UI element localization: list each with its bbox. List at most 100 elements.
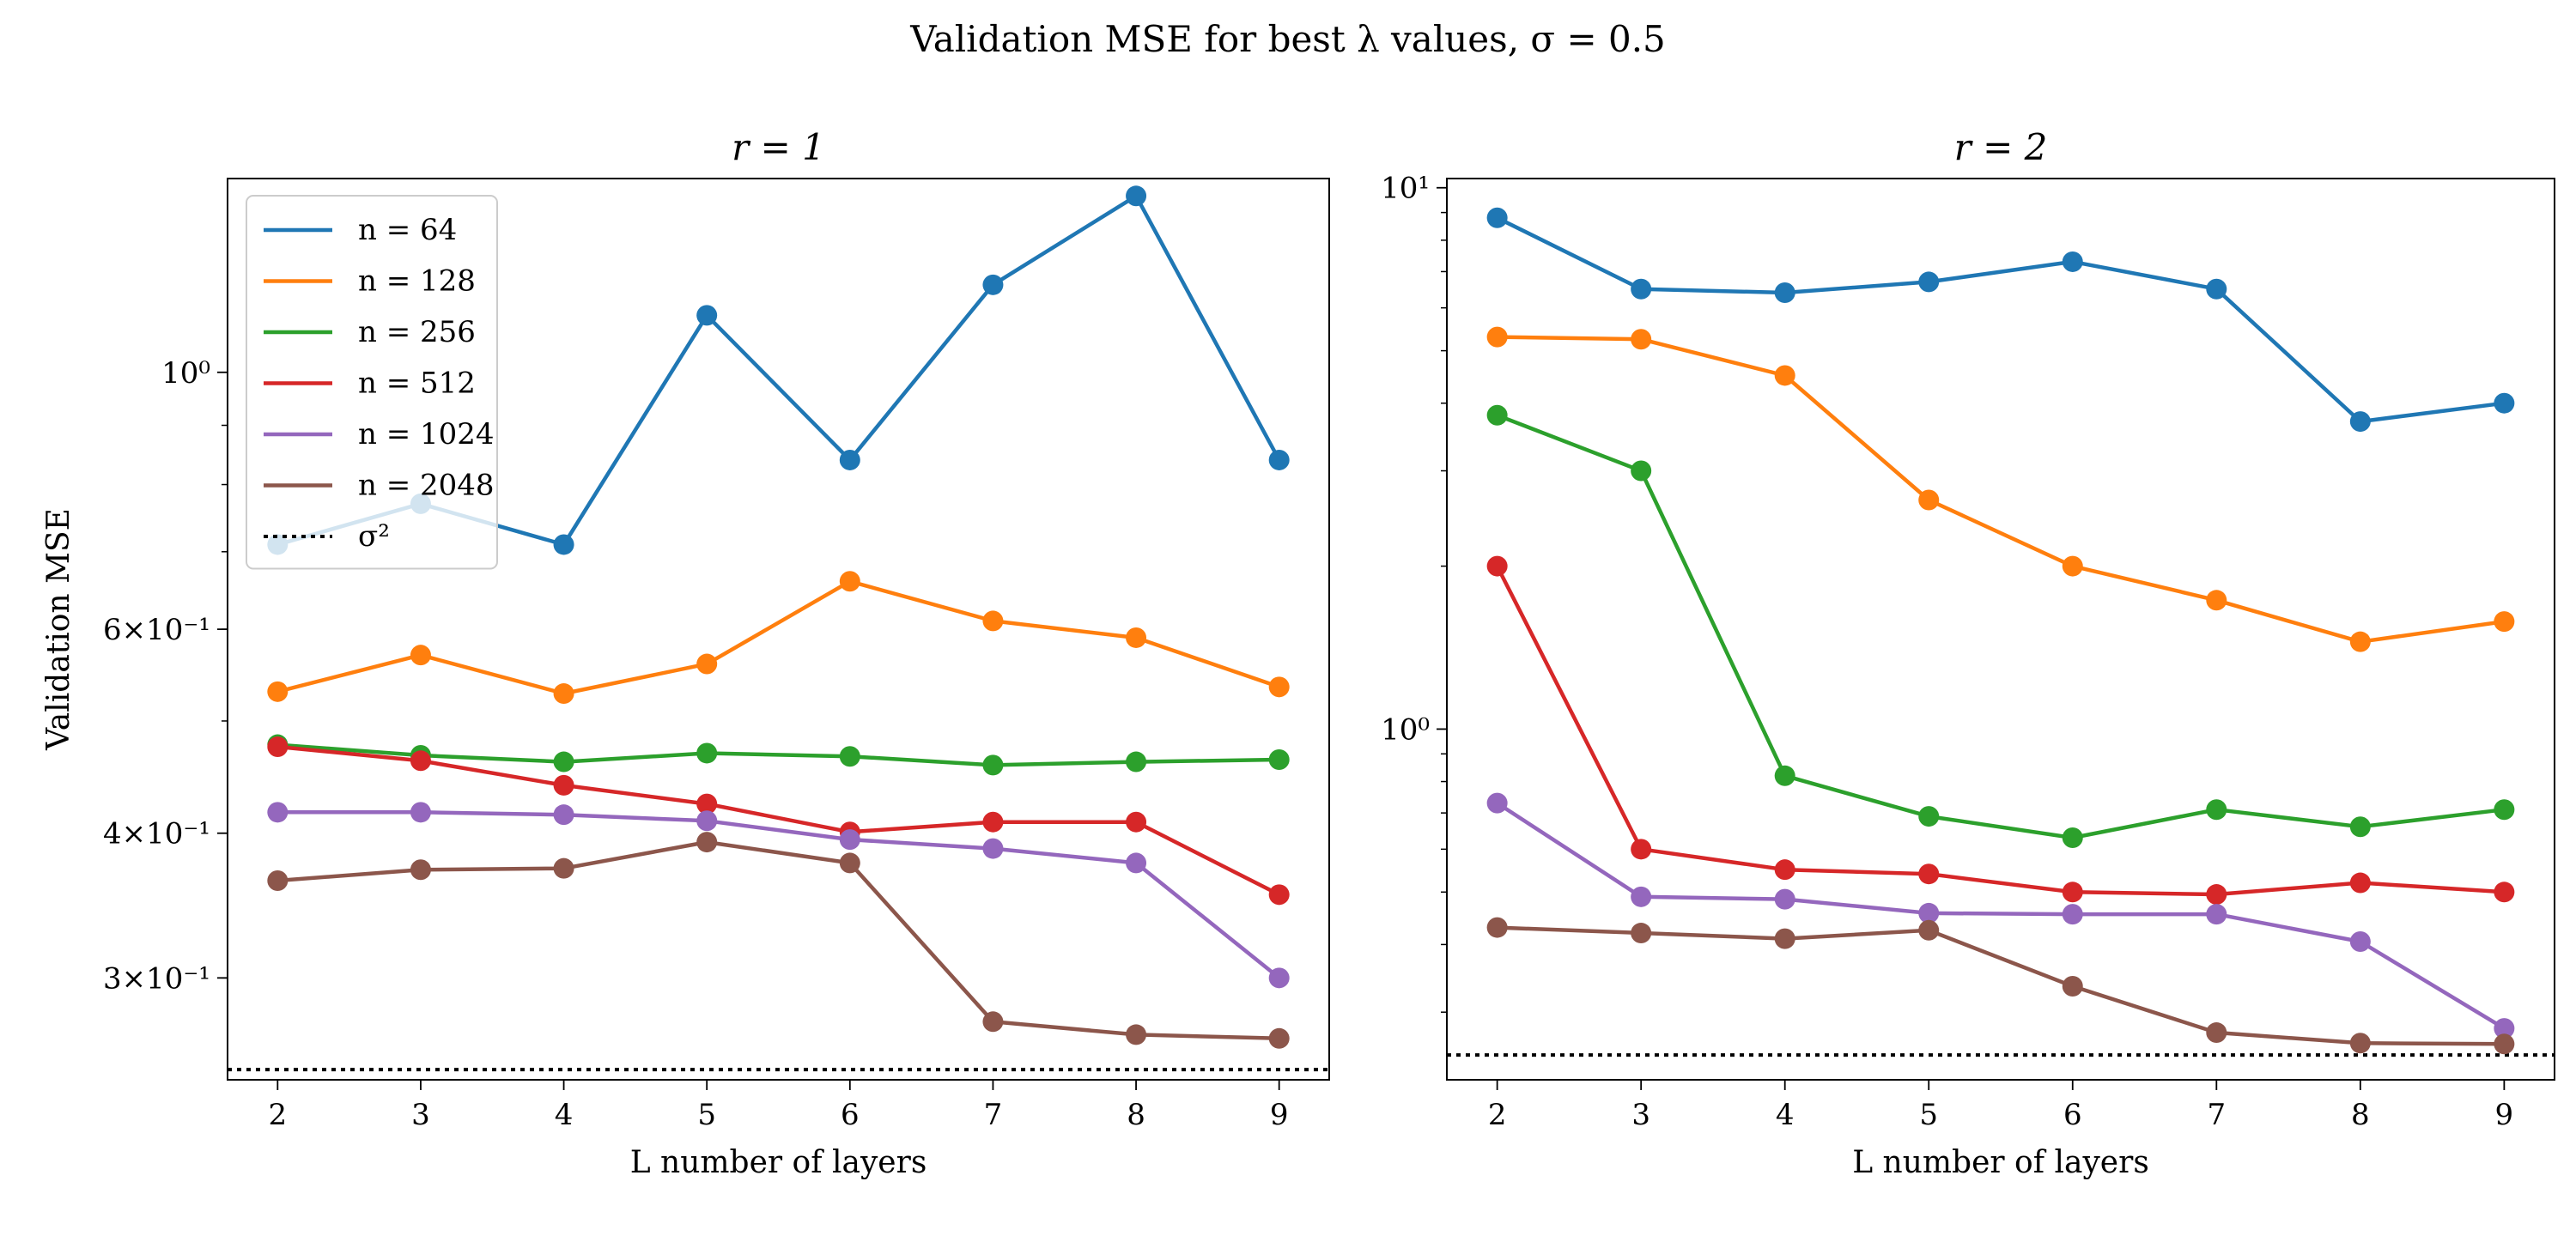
data-point-n-512 [410,750,431,772]
data-point-n-2048 [553,857,574,879]
data-point-n-2048 [2349,1033,2371,1054]
x-axis-label: L number of layers [630,1145,927,1180]
data-point-n-512 [553,774,574,796]
y-tick-label: 6×10⁻¹ [103,613,210,647]
legend-label: n = 1024 [358,417,495,451]
data-point-n-1024 [267,802,289,823]
y-tick-label: 10⁰ [1381,712,1430,747]
legend-label: n = 512 [358,367,476,401]
data-point-n-1024 [553,804,574,826]
subplot-title: r = 1 [732,126,825,168]
data-point-n-2048 [982,1011,1004,1033]
axes-frame [227,178,1330,1081]
data-point-n-64 [2062,251,2083,272]
series-line-n-512 [277,744,1280,897]
data-point-n-512 [2062,882,2083,903]
data-point-n-512 [1486,555,1508,577]
x-axis-label: L number of layers [1852,1145,2149,1180]
axes-frame [1446,178,2555,1081]
data-point-n-128 [1774,365,1795,386]
data-point-n-128 [1486,326,1508,348]
data-point-n-128 [982,610,1004,632]
data-point-n-256 [1774,765,1795,786]
x-tick-label: 7 [2207,1098,2226,1132]
y-axis-label: Validation MSE [41,508,76,751]
data-point-n-128 [696,653,718,675]
x-tick-label: 4 [1776,1098,1795,1132]
data-point-n-1024 [982,838,1004,859]
data-point-n-128 [839,571,860,592]
data-point-n-1024 [1268,967,1290,989]
data-point-n-64 [1486,207,1508,228]
series-line-n-1024 [277,810,1281,980]
x-tick-label: 2 [268,1098,287,1132]
data-point-n-64 [553,534,574,555]
data-point-n-2048 [1774,928,1795,949]
data-point-n-64 [1918,271,1940,293]
x-tick-label: 3 [411,1098,430,1132]
data-point-n-2048 [696,832,718,853]
legend-label: n = 256 [358,315,476,349]
data-point-n-2048 [410,859,431,881]
data-point-n-256 [1268,749,1290,771]
data-point-n-256 [1126,751,1147,772]
data-point-n-128 [1268,676,1290,698]
data-point-n-256 [2062,827,2083,848]
y-tick-label: 10¹ [1381,172,1430,206]
data-point-n-128 [1126,627,1147,648]
data-point-n-64 [2494,392,2515,414]
data-point-n-256 [839,746,860,767]
data-point-n-2048 [1631,923,1652,944]
data-point-n-1024 [1774,888,1795,910]
data-point-n-2048 [1268,1027,1290,1049]
data-point-n-1024 [696,810,718,832]
data-point-n-128 [553,683,574,705]
data-point-n-256 [2349,816,2371,838]
data-point-n-512 [696,793,718,815]
y-tick-label: 10⁰ [161,356,210,391]
data-point-n-512 [1918,863,1940,885]
x-tick-label: 9 [2495,1098,2514,1132]
data-point-n-1024 [2062,904,2083,925]
data-point-n-2048 [2206,1022,2227,1044]
data-point-n-1024 [2206,904,2227,925]
data-point-n-1024 [839,829,860,851]
data-point-n-512 [1126,811,1147,833]
x-tick-label: 9 [1270,1098,1289,1132]
data-point-n-64 [2349,411,2371,433]
x-tick-label: 4 [555,1098,574,1132]
data-point-n-512 [1631,839,1652,860]
legend-label: σ² [358,519,390,554]
x-tick-label: 7 [984,1098,1003,1132]
x-tick-label: 8 [2351,1098,2370,1132]
data-point-n-512 [1774,859,1795,881]
data-point-n-128 [2062,555,2083,577]
data-point-n-256 [1631,460,1652,482]
data-point-n-2048 [2062,975,2083,997]
series-line-n-1024 [1496,801,2506,1031]
data-point-n-1024 [2494,1018,2515,1039]
legend: n = 64 n = 128 n = 256 n = 512 n = 1024 n = 2… [246,195,498,570]
y-tick-label: 3×10⁻¹ [103,961,210,996]
x-tick-label: 8 [1127,1098,1145,1132]
legend-label: n = 128 [358,264,476,299]
data-point-n-256 [1918,806,1940,827]
series-line-n-2048 [277,839,1279,1041]
legend-label: n = 2048 [358,469,495,503]
series-line-n-256 [1496,413,2505,840]
data-point-n-64 [1126,185,1147,207]
data-point-n-512 [2349,872,2371,894]
data-point-n-64 [1268,449,1290,470]
x-tick-label: 5 [697,1098,716,1132]
series-line-n-512 [1495,565,2505,897]
data-point-n-64 [982,274,1004,295]
data-point-n-512 [267,736,289,758]
data-point-n-128 [1631,329,1652,350]
data-point-n-1024 [2349,931,2371,953]
x-tick-label: 6 [841,1098,860,1132]
data-point-n-256 [553,751,574,772]
x-tick-label: 6 [2063,1098,2082,1132]
data-point-n-2048 [1918,919,1940,941]
series-line-n-64 [1496,215,2505,424]
